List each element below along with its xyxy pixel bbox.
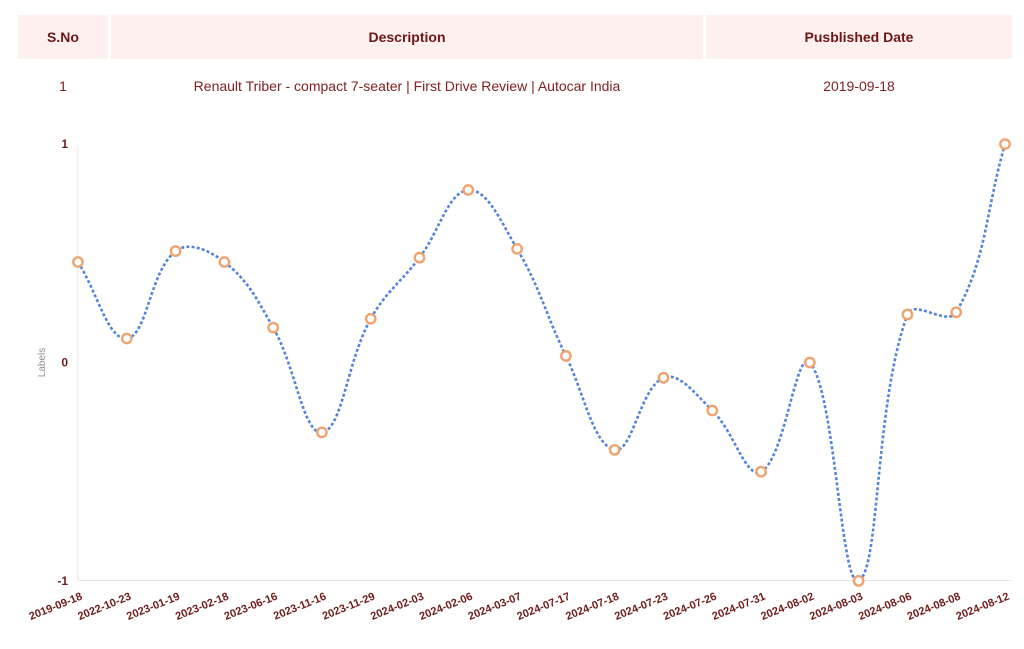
data-point-marker[interactable] bbox=[657, 371, 670, 384]
data-point-marker[interactable] bbox=[413, 251, 426, 264]
data-point-marker[interactable] bbox=[608, 443, 621, 456]
x-tick-label: 2024-08-03 bbox=[808, 591, 865, 623]
x-tick-label: 2024-03-07 bbox=[467, 591, 524, 623]
data-point-marker[interactable] bbox=[706, 404, 719, 417]
x-tick-label: 2022-10-23 bbox=[76, 591, 133, 623]
column-header-sno: S.No bbox=[18, 15, 108, 59]
column-header-description: Description bbox=[111, 15, 703, 59]
cell-published-date: 2019-09-18 bbox=[706, 59, 1012, 113]
x-tick-label: 2024-08-02 bbox=[759, 591, 816, 623]
x-tick-label: 2024-08-12 bbox=[954, 591, 1011, 623]
x-tick-label: 2024-08-06 bbox=[857, 591, 914, 623]
x-tick-label: 2019-09-18 bbox=[27, 591, 84, 623]
data-point-marker[interactable] bbox=[950, 306, 963, 319]
y-tick-label: 1 bbox=[61, 137, 68, 151]
x-tick-label: 2024-08-08 bbox=[906, 591, 963, 623]
data-point-marker[interactable] bbox=[169, 245, 182, 258]
data-point-marker[interactable] bbox=[999, 138, 1011, 151]
x-tick-label: 2024-02-06 bbox=[418, 591, 475, 623]
data-point-marker[interactable] bbox=[803, 356, 816, 369]
x-tick-label: 2024-02-03 bbox=[369, 591, 426, 623]
x-tick-label: 2023-02-18 bbox=[174, 591, 231, 623]
x-tick-label: 2024-07-17 bbox=[515, 591, 572, 623]
data-point-marker[interactable] bbox=[852, 575, 865, 587]
data-point-marker[interactable] bbox=[120, 332, 133, 345]
x-tick-label: 2024-07-26 bbox=[662, 591, 719, 623]
video-table: S.No Description Pusblished Date 1 Renau… bbox=[18, 15, 1012, 113]
data-point-marker[interactable] bbox=[218, 256, 231, 268]
column-header-published-date: Pusblished Date bbox=[706, 15, 1012, 59]
table-row: 1 Renault Triber - compact 7-seater | Fi… bbox=[18, 59, 1012, 113]
x-tick-label: 2024-07-23 bbox=[613, 591, 670, 623]
cell-sno: 1 bbox=[18, 59, 108, 113]
x-tick-label: 2023-01-19 bbox=[125, 591, 182, 623]
y-axis-title: Labels bbox=[37, 348, 48, 377]
y-tick-label: 0 bbox=[61, 356, 68, 370]
data-point-marker[interactable] bbox=[315, 426, 328, 439]
x-tick-label: 2024-07-18 bbox=[564, 591, 621, 623]
data-point-marker[interactable] bbox=[560, 349, 572, 362]
data-point-marker[interactable] bbox=[462, 184, 475, 196]
x-tick-label: 2023-06-16 bbox=[223, 591, 280, 623]
y-tick-label: -1 bbox=[57, 574, 68, 588]
table-header-row: S.No Description Pusblished Date bbox=[18, 15, 1012, 59]
x-tick-label: 2023-11-16 bbox=[272, 591, 328, 623]
data-point-marker[interactable] bbox=[72, 256, 84, 268]
cell-description: Renault Triber - compact 7-seater | Firs… bbox=[111, 59, 703, 113]
data-point-marker[interactable] bbox=[364, 312, 377, 325]
x-tick-label: 2023-11-29 bbox=[321, 591, 377, 623]
data-point-marker[interactable] bbox=[755, 465, 767, 478]
data-point-marker[interactable] bbox=[901, 308, 914, 321]
data-point-marker[interactable] bbox=[267, 321, 280, 334]
x-tick-label: 2024-07-31 bbox=[711, 591, 768, 623]
data-point-marker[interactable] bbox=[511, 242, 523, 255]
trend-line bbox=[76, 143, 1007, 583]
